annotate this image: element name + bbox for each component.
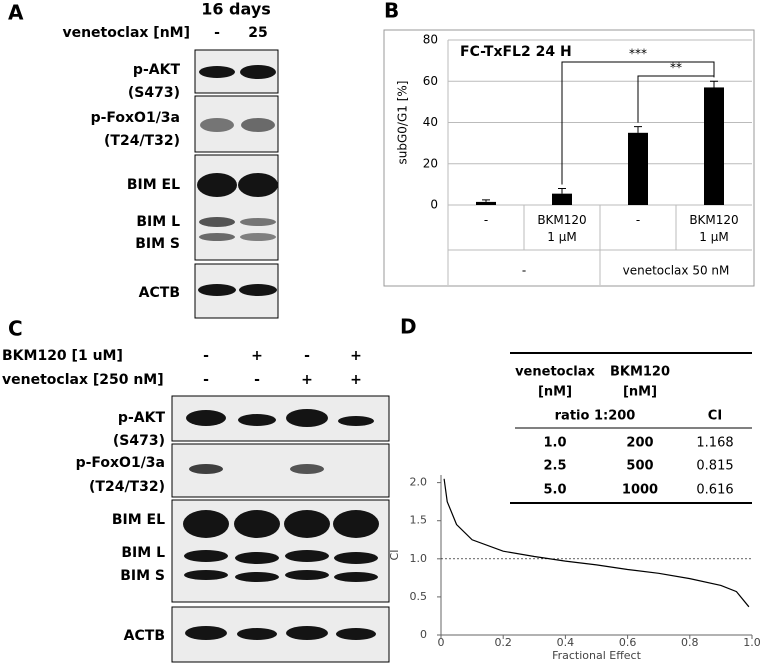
ci-table: venetoclax [nM] BKM120 [nM] ratio 1:200 … (510, 352, 752, 504)
x-tick-label: - (635, 213, 641, 227)
panel-label: B (384, 0, 399, 23)
panel-label: C (8, 317, 23, 341)
y-axis-label: subG0/G1 [%] (396, 81, 410, 165)
treatment-label: venetoclax [250 nM] (2, 372, 164, 388)
group-label: venetoclax 50 nM (623, 264, 730, 278)
lane-sign: - (203, 372, 209, 388)
blot-label: (S473) (128, 85, 180, 101)
error-bar (710, 80, 718, 88)
lane-sign: + (350, 372, 362, 388)
x-tick-label: 0 (438, 636, 445, 649)
x-label-box: - (635, 213, 641, 227)
table-header: [nM] (623, 385, 657, 400)
table-cell: 500 (626, 459, 653, 474)
table-cell: 0.616 (696, 483, 733, 498)
x-label-box: - (483, 213, 489, 227)
blot-label: (T24/T32) (89, 479, 165, 495)
table-cell: 1.168 (696, 436, 733, 451)
y-tick-label: 0 (420, 628, 427, 641)
x-label-box: BKM120 1 μM (689, 213, 739, 244)
table-header: [nM] (538, 385, 572, 400)
y-tick-label: 0 (430, 198, 438, 212)
lane-label: - (214, 25, 220, 41)
treatment-label: venetoclax [nM] (62, 25, 190, 41)
table-cell: 5.0 (543, 483, 566, 498)
significance-label: *** (629, 47, 647, 61)
treatment-label: BKM120 [1 uM] (2, 348, 123, 364)
blot-c (171, 395, 390, 663)
blot-label: BIM EL (112, 512, 165, 528)
lane-sign: - (254, 372, 260, 388)
x-axis-label: Fractional Effect (552, 649, 642, 662)
blot-label: BIM S (120, 568, 165, 584)
y-tick-label: 20 (423, 156, 438, 170)
y-tick-label: 1.0 (410, 552, 428, 565)
x-tick-label: 0.8 (681, 636, 699, 649)
table-cell: 200 (626, 436, 653, 451)
lane-sign: + (251, 348, 263, 364)
x-tick-label: BKM120 1 μM (537, 213, 587, 244)
error-bar (634, 126, 642, 133)
blot-label: BIM L (136, 214, 180, 230)
significance-bracket (637, 75, 715, 123)
x-label-box: BKM120 1 μM (537, 213, 587, 244)
y-tick-label: 1.5 (410, 514, 428, 527)
lane-sign: + (350, 348, 362, 364)
significance-bracket (561, 61, 715, 185)
y-tick-label: 80 (423, 33, 438, 47)
bar (476, 201, 496, 205)
table-header: venetoclax (515, 365, 595, 380)
y-tick-label: 40 (423, 115, 438, 129)
blot-label: (T24/T32) (104, 133, 180, 149)
panel-label: D (400, 315, 417, 339)
blot-label: p-FoxO1/3a (76, 455, 165, 471)
table-header: ratio 1:200 (555, 409, 636, 424)
blot-label: ACTB (124, 628, 165, 644)
lane-sign: + (301, 372, 313, 388)
table-cell: 2.5 (543, 459, 566, 474)
x-tick-label: 0.4 (557, 636, 575, 649)
x-tick-label: 1.0 (743, 636, 761, 649)
table-cell: 0.815 (696, 459, 733, 474)
bar (552, 193, 572, 205)
blot-label: BIM L (121, 545, 165, 561)
table-cell: 1000 (622, 483, 658, 498)
significance-label: ** (670, 61, 682, 75)
blot-label: BIM EL (127, 177, 180, 193)
y-tick-label: 60 (423, 74, 438, 88)
group-label: - (522, 264, 526, 278)
blot-label: p-FoxO1/3a (91, 110, 180, 126)
blot-label: p-AKT (118, 410, 166, 426)
x-tick-label: BKM120 1 μM (689, 213, 739, 244)
blot-label: ACTB (139, 285, 180, 301)
blot-label: p-AKT (133, 62, 181, 78)
lane-signs: - + - + - - + + (203, 348, 362, 388)
error-bar (482, 199, 490, 202)
blot-label: (S473) (113, 433, 165, 449)
lane-sign: - (203, 348, 209, 364)
x-tick-label: 0.6 (619, 636, 637, 649)
error-bar (558, 188, 566, 194)
lane-label: 25 (248, 25, 267, 41)
table-cell: 1.0 (543, 436, 566, 451)
y-tick-label: 2.0 (410, 476, 428, 489)
chart-title: FC-TxFL2 24 H (460, 44, 572, 60)
bar (628, 132, 648, 205)
table-header: BKM120 (610, 365, 670, 380)
x-tick-label: - (483, 213, 489, 227)
lane-sign: - (304, 348, 310, 364)
panel-frame (383, 29, 755, 287)
x-tick-label: 0.2 (494, 636, 512, 649)
y-axis-label: CI (388, 550, 401, 561)
blot-a (194, 49, 279, 319)
ci-curve (443, 478, 750, 608)
bar (704, 87, 724, 205)
table-header: CI (708, 409, 722, 424)
blot-label: BIM S (135, 236, 180, 252)
panel-label: A (8, 1, 24, 25)
panel-title: 16 days (201, 0, 271, 19)
y-tick-label: 0.5 (410, 590, 428, 603)
